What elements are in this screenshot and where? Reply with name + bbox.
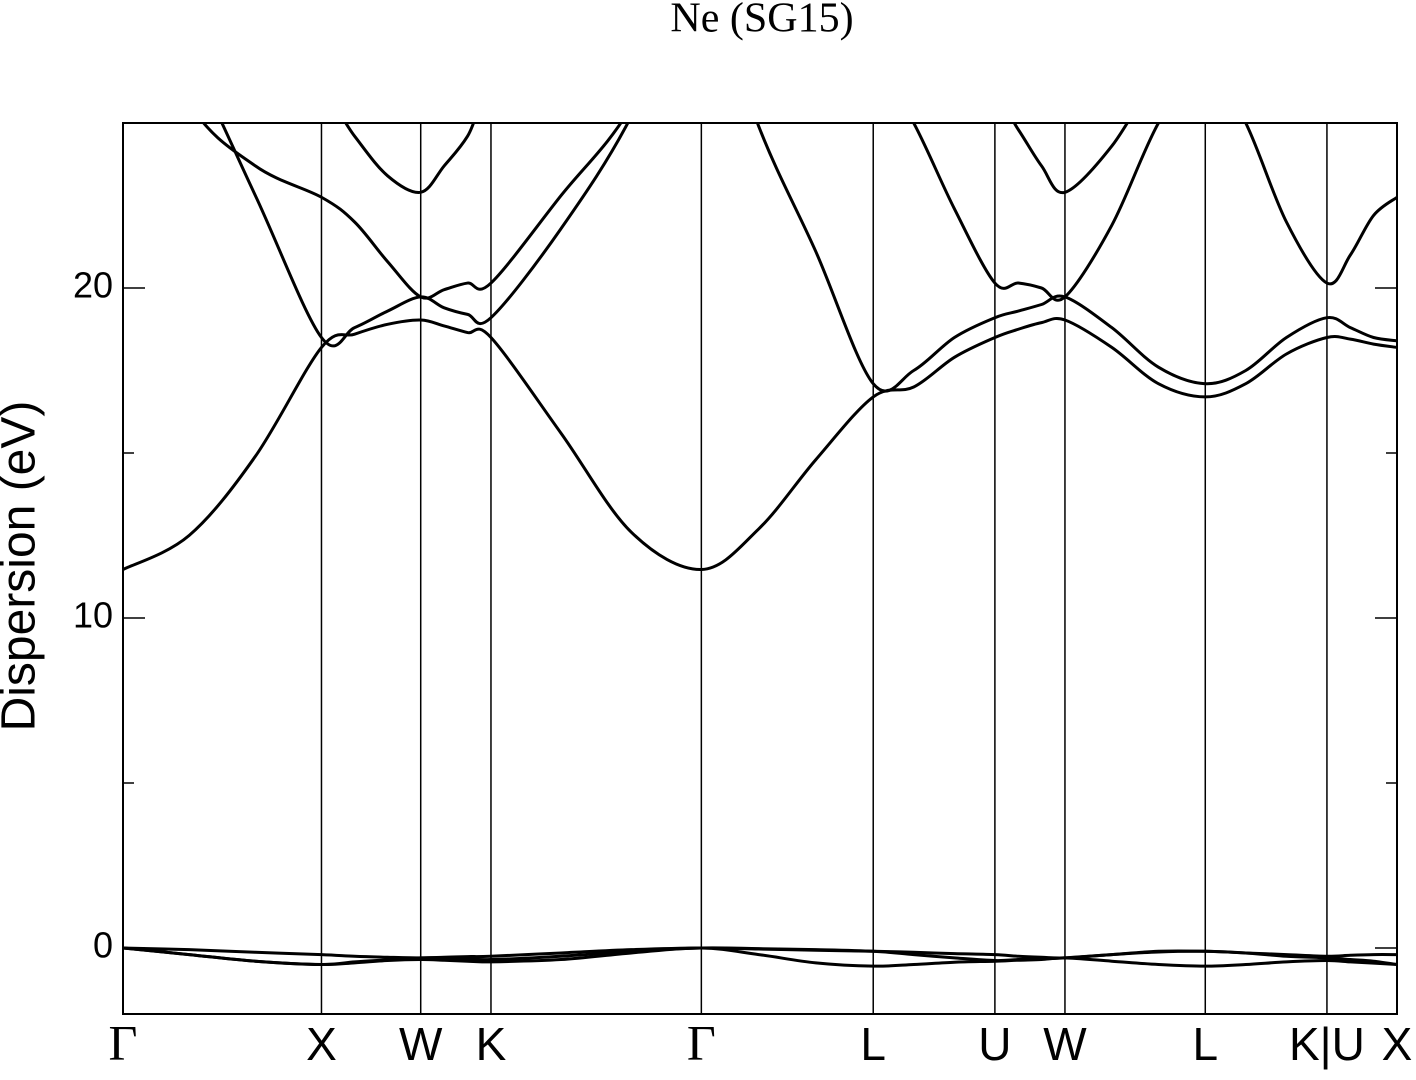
band-line bbox=[123, 946, 1397, 967]
band-line bbox=[201, 123, 1397, 302]
x-tick-label: K bbox=[476, 1018, 507, 1070]
x-tick-label: U bbox=[978, 1018, 1011, 1070]
bands bbox=[123, 123, 1397, 968]
y-tick-label: 0 bbox=[93, 925, 113, 966]
y-axis-label: Dispersion (eV) bbox=[0, 401, 46, 732]
y-tick-label: 10 bbox=[73, 595, 113, 636]
band-line bbox=[123, 316, 1397, 571]
x-tick-label: L bbox=[1192, 1018, 1218, 1070]
x-tick-label: K|U bbox=[1289, 1018, 1365, 1070]
band-line bbox=[344, 123, 1130, 195]
y-tick-label: 20 bbox=[73, 265, 113, 306]
chart-title: Ne (SG15) bbox=[670, 0, 853, 42]
x-tick-label: W bbox=[399, 1018, 443, 1070]
x-tick-label: X bbox=[306, 1018, 337, 1070]
x-tick-label: W bbox=[1043, 1018, 1087, 1070]
x-tick-label: Γ bbox=[687, 1014, 716, 1070]
x-tick-label: L bbox=[860, 1018, 886, 1070]
x-tick-label: X bbox=[1382, 1018, 1413, 1070]
x-tick-label: Γ bbox=[109, 1014, 138, 1070]
band-line bbox=[220, 123, 1397, 393]
